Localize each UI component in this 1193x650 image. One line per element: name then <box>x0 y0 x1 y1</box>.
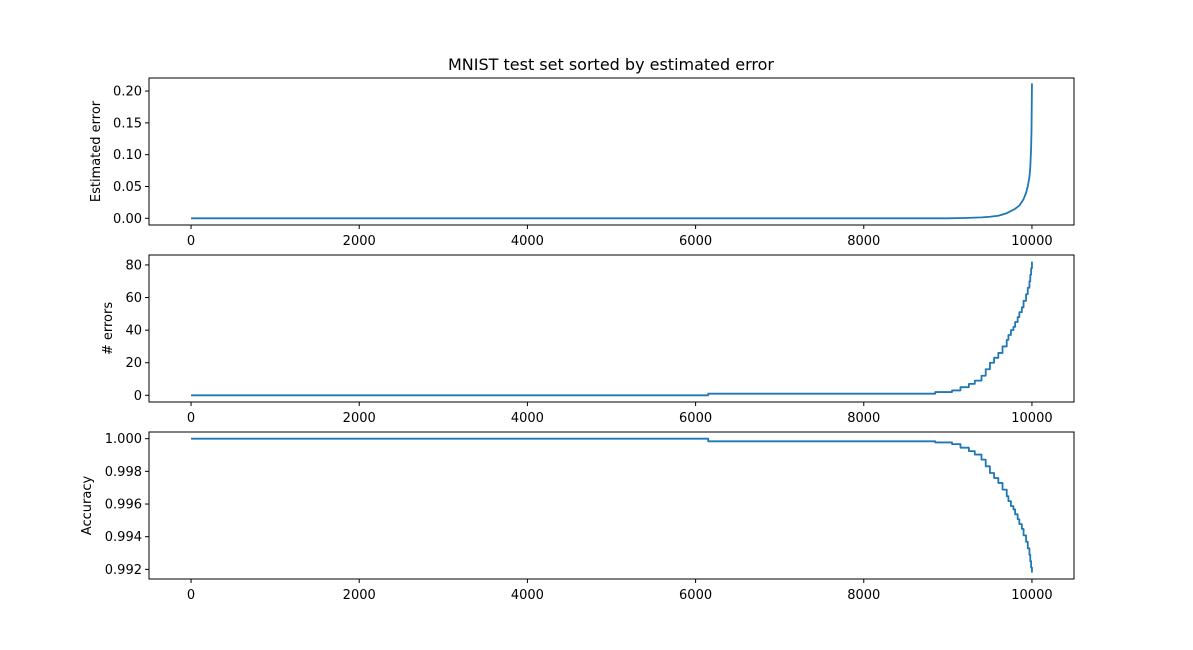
y-tick-label: 0.00 <box>113 212 142 227</box>
series-line <box>191 437 1033 573</box>
y-tick-label: 80 <box>125 258 142 273</box>
subplots: 0 2000 4000 6000 8000 100000.000.050.100.150.… <box>80 77 1075 603</box>
x-tick-label: 8000 <box>847 588 880 603</box>
y-axis-label: # errors <box>101 302 116 355</box>
chart-title: MNIST test set sorted by estimated error <box>448 55 774 74</box>
x-tick-label: 0 <box>187 234 195 249</box>
y-axis-label: Accuracy <box>80 476 95 536</box>
y-tick-label: 0.15 <box>113 116 142 131</box>
y-tick-label: 0.996 <box>105 498 142 513</box>
x-tick-label: 10000 <box>1011 588 1052 603</box>
x-tick-label: 4000 <box>511 588 544 603</box>
x-tick-label: 6000 <box>679 588 712 603</box>
y-tick-label: 0 <box>134 389 142 404</box>
x-tick-label: 4000 <box>511 234 544 249</box>
y-tick-label: 0.998 <box>105 465 142 480</box>
x-tick-label: 0 <box>187 411 195 426</box>
y-tick-label: 40 <box>125 324 142 339</box>
x-tick-label: 4000 <box>511 411 544 426</box>
subplot-1: 0 2000 4000 6000 8000 10000 0.00 0.05 0.10 0.15 0.… <box>89 77 1075 249</box>
x-tick-label: 6000 <box>679 411 712 426</box>
y-tick-label: 0.20 <box>113 85 142 100</box>
x-tick-label: 2000 <box>343 234 376 249</box>
y-tick-label: 1.000 <box>105 432 142 447</box>
axes-frame <box>148 431 1075 580</box>
x-tick-label: 2000 <box>343 411 376 426</box>
y-tick-label: 20 <box>125 356 142 371</box>
axes-frame <box>148 254 1075 403</box>
subplot-2: 0 2000 4000 6000 8000 10000 0 20 40 60 80 # errors <box>101 254 1075 426</box>
y-axis-label: Estimated error <box>89 100 104 202</box>
y-tick-label: 0.05 <box>113 180 142 195</box>
y-tick-label: 0.992 <box>105 563 142 578</box>
x-tick-label: 8000 <box>847 411 880 426</box>
x-tick-label: 0 <box>187 588 195 603</box>
series-line <box>191 83 1033 220</box>
x-tick-label: 10000 <box>1011 234 1052 249</box>
series-line <box>191 261 1033 397</box>
y-tick-label: 60 <box>125 291 142 306</box>
x-tick-label: 10000 <box>1011 411 1052 426</box>
y-tick-label: 0.10 <box>113 148 142 163</box>
y-tick-label: 0.994 <box>105 530 142 545</box>
x-tick-label: 6000 <box>679 234 712 249</box>
x-tick-label: 2000 <box>343 588 376 603</box>
axes-frame <box>148 77 1075 226</box>
x-tick-label: 8000 <box>847 234 880 249</box>
subplot-3: 0 2000 4000 6000 8000 10000 0.992 0.994 0.996 0.9… <box>80 431 1075 603</box>
